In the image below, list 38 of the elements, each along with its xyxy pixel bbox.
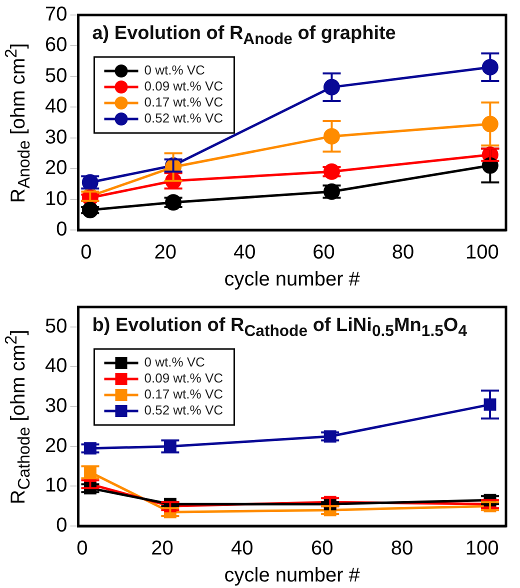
x-axis-title: cycle number # [224,268,361,291]
legend-label: 0.17 wt.% VC [144,386,224,402]
legend-label: 0 wt.% VC [144,62,205,78]
y-tick-label: 0 [56,218,68,241]
y-tick-label: 40 [44,96,68,118]
y-tick-label: 0 [56,514,68,537]
y-tick-label: 10 [44,474,68,497]
text: b) Evolution of R$_{Cathode}$ of LiNi$_{0.5}$Mn$_{1.5}$O$_{4}$ [92,315,467,341]
y-tick-label: 20 [44,157,68,180]
x-tick-label: 100 [465,538,499,560]
text: a) Evolution of R$_{Anode}$ of graphite [92,23,396,49]
x-tick-label: 40 [231,538,254,560]
x-tick-label: 20 [154,242,177,264]
y-tick-label: 60 [44,34,68,56]
legend-label: 0.52 wt.% VC [144,110,224,126]
y-tick-label: 50 [44,64,68,87]
x-tick-label: 80 [390,538,414,560]
x-tick-label: 100 [466,242,499,264]
x-tick-label: 60 [310,538,334,560]
y-tick-label: 70 [44,4,68,26]
legend-label: 0.52 wt.% VC [144,402,224,418]
x-axis-title: cycle number # [224,564,361,587]
x-tick-label: 60 [312,242,335,264]
legend-label: 0 wt.% VC [144,354,205,370]
y-tick-label: 50 [44,315,68,338]
x-tick-label: 80 [392,242,414,264]
y-tick-label: 20 [44,434,68,457]
legend-label: 0.09 wt.% VC [144,78,224,94]
y-tick-label: 30 [44,126,68,148]
x-tick-label: 20 [151,538,174,560]
legend-label: 0.09 wt.% VC [144,370,224,386]
y-tick-label: 10 [44,188,68,210]
x-tick-label: 40 [233,242,256,264]
legend-label: 0.17 wt.% VC [144,94,224,110]
y-tick-label: 40 [44,355,68,378]
x-tick-label: 0 [76,538,88,560]
x-tick-label: 0 [80,242,92,264]
y-tick-label: 30 [44,395,68,418]
